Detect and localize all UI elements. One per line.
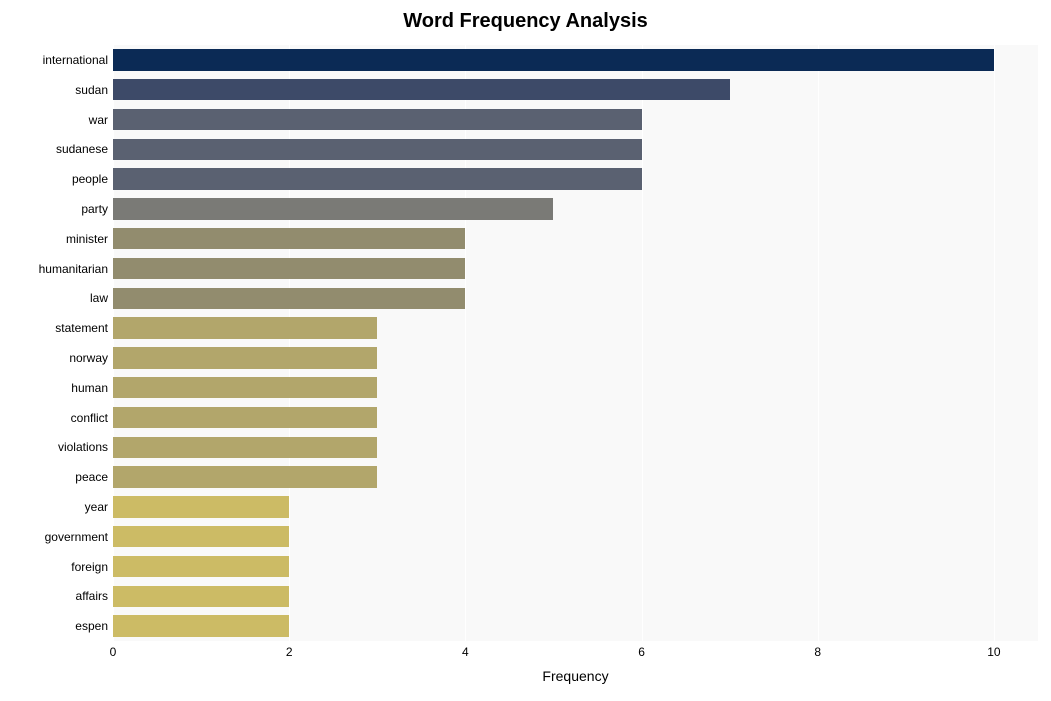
y-tick-label: foreign — [0, 561, 108, 573]
grid-line — [642, 45, 643, 641]
bar — [113, 288, 465, 309]
y-tick-label: humanitarian — [0, 263, 108, 275]
bar — [113, 437, 377, 458]
word-frequency-chart: Word Frequency Analysis international sud… — [0, 0, 1051, 701]
grid-line — [113, 45, 114, 641]
y-tick-label: human — [0, 382, 108, 394]
y-tick-label: sudanese — [0, 143, 108, 155]
grid-line — [818, 45, 819, 641]
plot-area — [113, 45, 1038, 641]
grid-line — [289, 45, 290, 641]
bar — [113, 586, 289, 607]
bar — [113, 79, 730, 100]
x-tick-label: 6 — [638, 645, 645, 659]
y-tick-label: peace — [0, 471, 108, 483]
y-tick-label: sudan — [0, 84, 108, 96]
bar — [113, 466, 377, 487]
y-tick-label: espen — [0, 620, 108, 632]
y-axis-labels: international sudan war sudanese people party… — [0, 45, 108, 641]
x-tick-label: 8 — [814, 645, 821, 659]
y-tick-label: government — [0, 531, 108, 543]
y-tick-label: statement — [0, 322, 108, 334]
x-tick-label: 10 — [987, 645, 1000, 659]
bar — [113, 615, 289, 636]
y-tick-label: year — [0, 501, 108, 513]
y-tick-label: violations — [0, 441, 108, 453]
bar — [113, 407, 377, 428]
x-axis-tick-labels: 0 2 4 6 8 10 — [113, 641, 1038, 661]
grid-line — [465, 45, 466, 641]
bar — [113, 168, 642, 189]
x-tick-label: 4 — [462, 645, 469, 659]
grid-line — [994, 45, 995, 641]
bar — [113, 258, 465, 279]
bar — [113, 526, 289, 547]
bar — [113, 377, 377, 398]
y-tick-label: international — [0, 54, 108, 66]
y-tick-label: war — [0, 114, 108, 126]
bar — [113, 496, 289, 517]
y-tick-label: minister — [0, 233, 108, 245]
y-tick-label: norway — [0, 352, 108, 364]
bar — [113, 49, 994, 70]
y-tick-label: law — [0, 292, 108, 304]
x-tick-label: 2 — [286, 645, 293, 659]
chart-title: Word Frequency Analysis — [0, 10, 1051, 33]
x-tick-label: 0 — [110, 645, 117, 659]
y-tick-label: affairs — [0, 590, 108, 602]
bar — [113, 109, 642, 130]
y-tick-label: people — [0, 173, 108, 185]
bar — [113, 317, 377, 338]
y-tick-label: party — [0, 203, 108, 215]
bar — [113, 228, 465, 249]
bar — [113, 139, 642, 160]
x-axis-title: Frequency — [113, 668, 1038, 684]
bar — [113, 198, 553, 219]
bar — [113, 556, 289, 577]
bar — [113, 347, 377, 368]
y-tick-label: conflict — [0, 412, 108, 424]
